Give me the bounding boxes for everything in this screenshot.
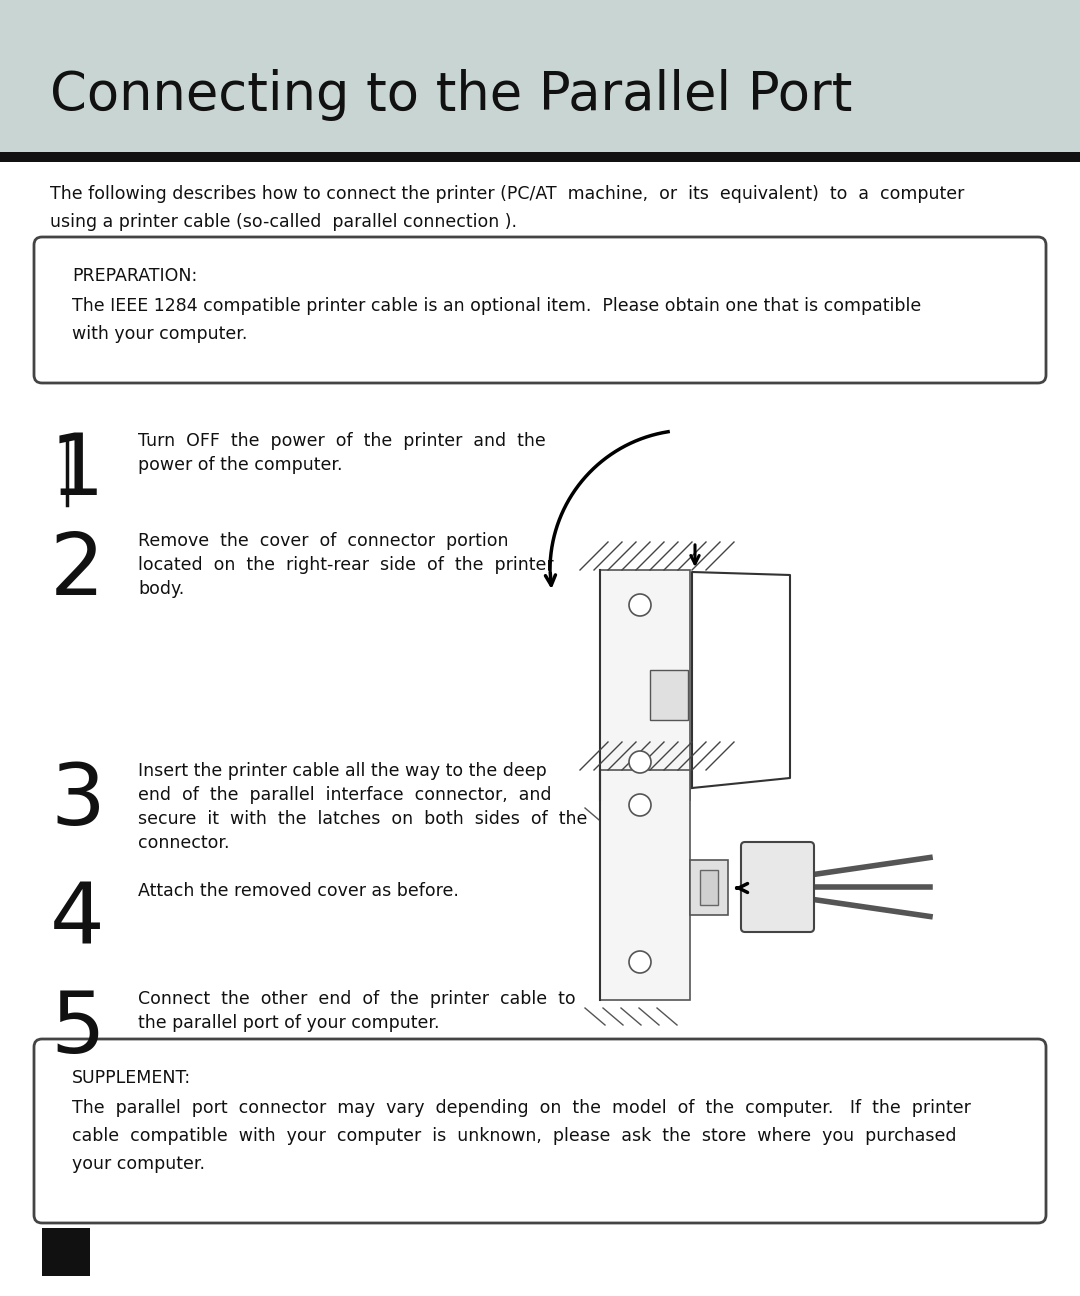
Text: the parallel port of your computer.: the parallel port of your computer.: [138, 1013, 440, 1032]
Text: connector.: connector.: [138, 835, 229, 851]
Text: body.: body.: [138, 581, 185, 597]
Text: Insert the printer cable all the way to the deep: Insert the printer cable all the way to …: [138, 762, 546, 780]
Circle shape: [629, 951, 651, 973]
Bar: [600, 770, 690, 1001]
Text: end  of  the  parallel  interface  connector,  and: end of the parallel interface connector,…: [138, 785, 552, 804]
Text: with your computer.: with your computer.: [72, 325, 247, 343]
Text: power of the computer.: power of the computer.: [138, 456, 342, 474]
Bar: [42, 1229, 90, 1277]
Polygon shape: [692, 572, 789, 788]
FancyBboxPatch shape: [33, 237, 1047, 384]
Text: SUPPLEMENT:: SUPPLEMENT:: [72, 1069, 191, 1087]
Text: 2: 2: [50, 530, 105, 613]
Bar: [0, 152, 1080, 162]
FancyBboxPatch shape: [741, 842, 814, 932]
Text: Attach the removed cover as before.: Attach the removed cover as before.: [138, 883, 459, 899]
Text: using a printer cable (so-called  parallel connection ).: using a printer cable (so-called paralle…: [50, 213, 517, 231]
Text: Remove  the  cover  of  connector  portion: Remove the cover of connector portion: [138, 531, 509, 550]
Text: 1: 1: [50, 430, 105, 513]
Text: secure  it  with  the  latches  on  both  sides  of  the: secure it with the latches on both sides…: [138, 810, 588, 828]
Text: 3: 3: [50, 759, 105, 842]
FancyBboxPatch shape: [33, 1039, 1047, 1223]
Bar: [690, 861, 728, 915]
Bar: [600, 570, 690, 800]
Bar: [650, 670, 688, 721]
Text: your computer.: your computer.: [72, 1155, 205, 1173]
Text: The  parallel  port  connector  may  vary  depending  on  the  model  of  the  c: The parallel port connector may vary dep…: [72, 1099, 971, 1117]
Text: located  on  the  right-rear  side  of  the  printer: located on the right-rear side of the pr…: [138, 556, 554, 574]
Bar: [0, 0, 1080, 156]
Text: Connecting to the Parallel Port: Connecting to the Parallel Port: [50, 69, 852, 121]
Circle shape: [629, 594, 651, 616]
Bar: [700, 870, 718, 905]
Circle shape: [629, 794, 651, 816]
Text: PREPARATION:: PREPARATION:: [72, 267, 198, 285]
Text: Connect  the  other  end  of  the  printer  cable  to: Connect the other end of the printer cab…: [138, 990, 576, 1008]
Text: 4: 4: [50, 880, 105, 963]
Text: The IEEE 1284 compatible printer cable is an optional item.  Please obtain one t: The IEEE 1284 compatible printer cable i…: [72, 297, 921, 315]
Text: cable  compatible  with  your  computer  is  unknown,  please  ask  the  store  : cable compatible with your computer is u…: [72, 1128, 957, 1144]
Text: The following describes how to connect the printer (PC/AT  machine,  or  its  eq: The following describes how to connect t…: [50, 185, 964, 203]
Circle shape: [629, 750, 651, 772]
Text: Turn  OFF  the  power  of  the  printer  and  the: Turn OFF the power of the printer and th…: [138, 432, 545, 450]
Text: 5: 5: [50, 988, 105, 1070]
